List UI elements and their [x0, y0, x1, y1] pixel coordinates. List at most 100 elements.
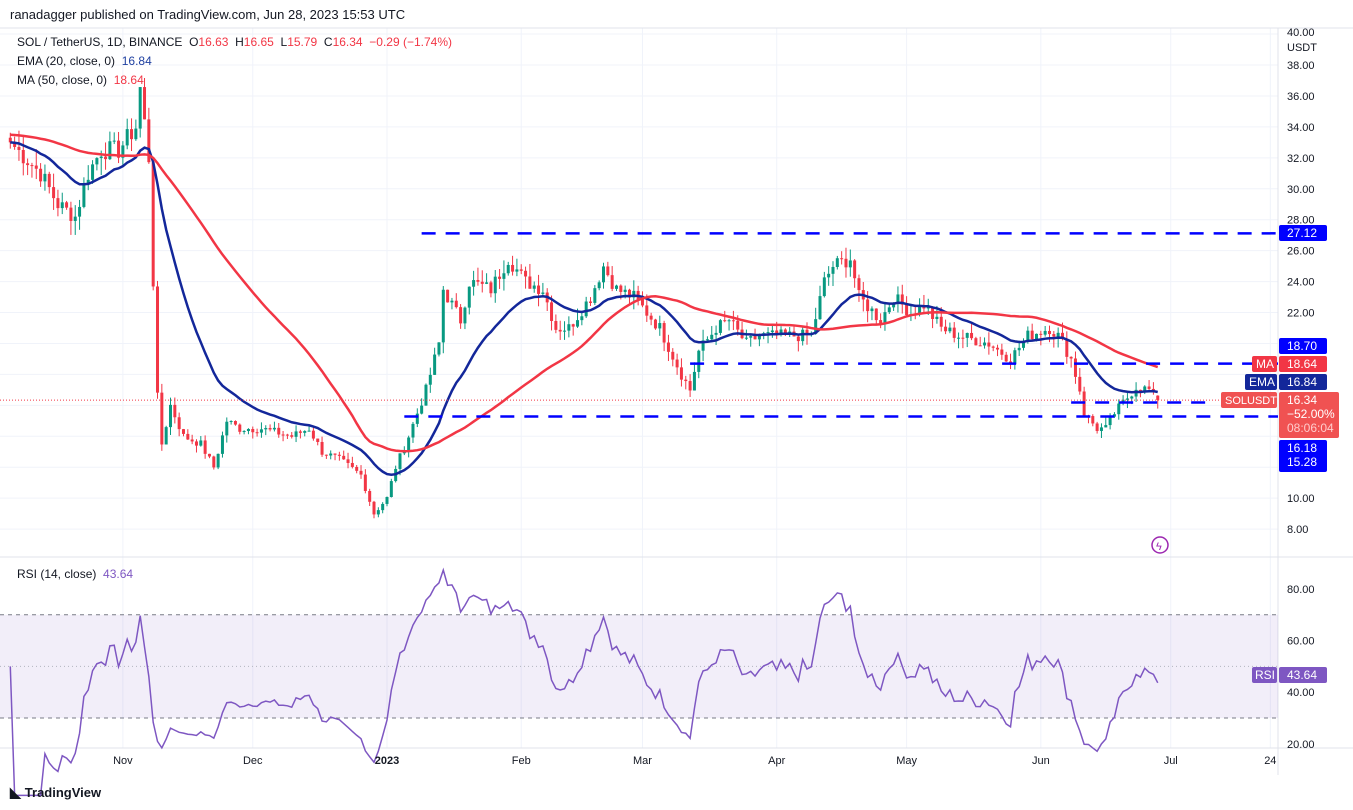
candle-body — [961, 337, 965, 339]
candle-body — [99, 156, 103, 159]
candle-body — [952, 327, 956, 338]
candle-body — [991, 346, 995, 348]
candle-body — [238, 424, 242, 432]
ema-price-label — [1279, 374, 1327, 390]
candle-body — [567, 324, 571, 331]
candle-body — [692, 371, 696, 391]
candle-body — [255, 432, 259, 434]
low-value: 15.79 — [287, 35, 318, 49]
candle-body — [870, 308, 874, 312]
candle-body — [653, 319, 657, 329]
candle-body — [892, 303, 896, 308]
candle-body — [411, 423, 415, 438]
candle-body — [216, 453, 220, 468]
candle-body — [242, 431, 246, 433]
low-label: L — [280, 35, 288, 49]
price-tick-label: 32.00 — [1287, 153, 1315, 165]
rsi-legend[interactable]: RSI (14, close) 43.64 — [17, 567, 133, 581]
tradingview-logo[interactable]: ◣ TradingView — [10, 784, 101, 801]
candle-body — [1030, 330, 1034, 340]
rsi-line — [9, 567, 1159, 797]
candle-body — [472, 280, 476, 287]
candle-body — [532, 285, 536, 289]
candle-body — [69, 207, 73, 221]
candle-body — [415, 413, 419, 424]
candle-body — [446, 289, 450, 303]
candle-body — [511, 264, 515, 272]
candle-body — [731, 320, 735, 322]
candle-body — [8, 137, 12, 143]
candle-body — [454, 300, 458, 308]
candle-body — [779, 329, 783, 336]
candle-body — [606, 266, 610, 276]
candle-body — [887, 307, 891, 313]
ma-price-label-text: 18.64 — [1287, 357, 1317, 371]
candle-body — [294, 431, 298, 437]
candle-body — [104, 156, 108, 160]
symbol-title: SOL / TetherUS, 1D, BINANCE — [17, 35, 183, 49]
candle-body — [632, 290, 636, 298]
candle-body — [376, 510, 380, 515]
close-label: C — [323, 35, 333, 49]
candle-body — [649, 315, 653, 320]
candle-body — [246, 428, 250, 432]
candle-body — [831, 266, 835, 274]
ma-legend[interactable]: MA (50, close, 0) 18.64 — [17, 73, 144, 87]
candle-body — [160, 392, 164, 445]
candle-body — [519, 269, 523, 271]
candle-body — [1156, 395, 1160, 401]
level-label-27 — [1279, 225, 1327, 241]
candle-body — [541, 292, 545, 294]
candle-body — [225, 421, 229, 436]
level-label-27-text: 27.12 — [1287, 226, 1317, 240]
candle-body — [303, 431, 307, 433]
candle-body — [593, 288, 597, 303]
candle-body — [407, 437, 411, 451]
candle-body — [169, 404, 172, 428]
candle-body — [251, 428, 255, 433]
level-label-18-70 — [1279, 338, 1327, 354]
rsi-value: 43.64 — [103, 567, 134, 581]
candle-body — [324, 454, 328, 456]
candle-body — [290, 435, 294, 437]
price-tick-label: 26.00 — [1287, 246, 1315, 258]
candle-body — [277, 427, 281, 435]
candle-body — [381, 503, 385, 511]
candle-body — [822, 277, 826, 297]
candle-body — [705, 339, 709, 341]
candle-body — [684, 379, 688, 382]
candle-body — [134, 128, 138, 140]
last-price-label-text: 08:06:04 — [1287, 421, 1334, 435]
candle-body — [489, 282, 493, 294]
candle-body — [47, 173, 51, 188]
candle-body — [39, 168, 43, 182]
candle-body — [1039, 333, 1043, 335]
ma-tag — [1252, 356, 1277, 372]
candle-body — [1060, 332, 1064, 340]
candle-body — [125, 129, 129, 146]
last-price-label — [1279, 392, 1339, 438]
candle-body — [56, 198, 60, 209]
candle-body — [602, 266, 605, 283]
candle-body — [658, 323, 662, 329]
ema-legend[interactable]: EMA (20, close, 0) 16.84 — [17, 54, 152, 68]
candle-body — [640, 299, 644, 306]
candle-body — [298, 431, 302, 433]
candle-body — [95, 158, 99, 165]
candle-body — [450, 300, 454, 303]
time-tick-label: Nov — [113, 755, 133, 767]
candle-body — [554, 320, 558, 330]
price-tick-label: 8.00 — [1287, 524, 1308, 536]
candle-body — [675, 359, 679, 368]
candle-body — [766, 332, 770, 334]
candle-body — [316, 438, 320, 442]
candle-body — [13, 142, 17, 147]
candle-body — [86, 179, 90, 185]
brand-label: TradingView — [24, 785, 102, 800]
candle-body — [905, 304, 909, 316]
candle-body — [883, 312, 887, 325]
candle-body — [1130, 396, 1134, 399]
candle-body — [151, 162, 155, 287]
